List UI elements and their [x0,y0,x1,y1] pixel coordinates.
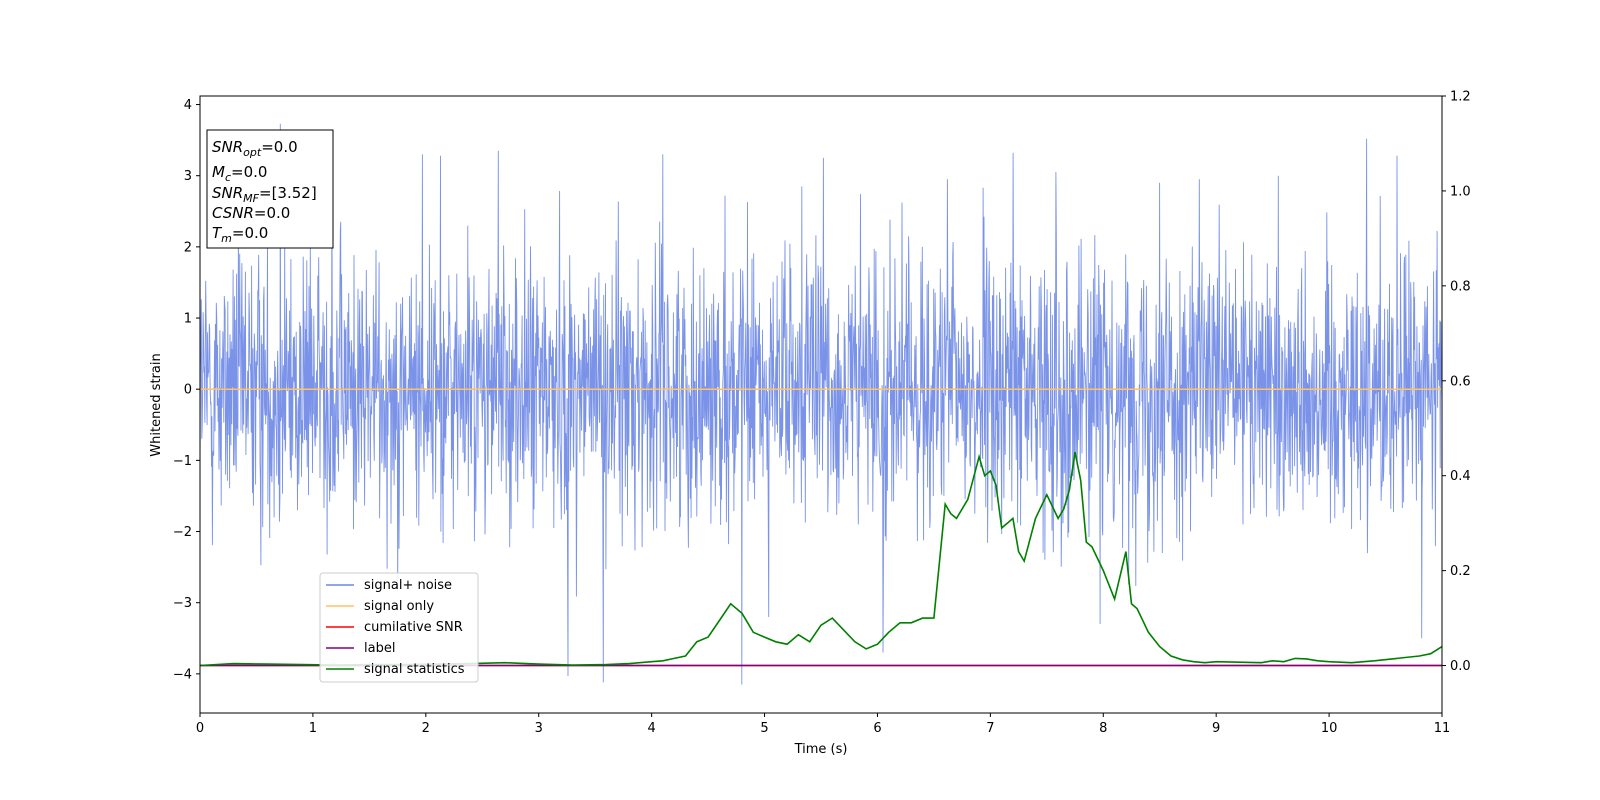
legend-entry-signal-only: signal only [326,599,434,614]
annotation-snr-opt: SNRopt=0.0 [212,138,298,159]
x-tick-label: 5 [760,721,768,736]
y2-tick-label: 0.2 [1450,564,1471,579]
y2-tick-label: 1.0 [1450,184,1471,199]
legend-entry-signal-noise: signal+ noise [326,578,452,593]
y2-tick-label: 0.8 [1450,279,1471,294]
x-tick-label: 7 [986,721,994,736]
axes-frame [199,95,1443,714]
legend-entry-label: label [326,641,395,656]
series-signal-noise [200,123,1442,685]
legend-label: signal only [364,599,434,614]
y-tick-label: −1 [173,454,192,469]
y-tick-label: −4 [173,667,192,682]
y2-tick-label: 0.4 [1450,469,1471,484]
legend-frame [319,572,479,683]
x-tick-label: 10 [1321,721,1338,736]
y-tick-label: −2 [173,525,192,540]
legend-label: cumilative SNR [364,620,463,635]
x-tick-label: 0 [196,721,204,736]
x-tick-label: 1 [309,721,317,736]
x-axis-label: Time (s) [794,742,848,757]
annotation-frame [206,129,334,249]
legend-entry-signal-statistics: signal statistics [326,662,465,677]
x-tick-label: 4 [647,721,655,736]
y-axis-label: Whitened strain [149,353,164,456]
legend-label: label [364,641,395,656]
legend: signal+ noise signal only cumilative SNR… [319,572,479,683]
series-signal-statistics [200,451,1442,667]
x-tick-label: 8 [1099,721,1107,736]
y-tick-label: 2 [184,240,192,255]
y2-tick-label: 0.0 [1450,659,1471,674]
x-tick-label: 3 [535,721,543,736]
legend-entry-cumilative-snr: cumilative SNR [326,620,463,635]
y-tick-label: −3 [173,596,192,611]
annotation-tm: Tm=0.0 [212,224,268,245]
ticks-layer: 0 1 2 3 4 5 6 7 8 9 10 1143210−1−2−3−41.21.00.80.60… [173,90,1471,737]
y-tick-label: 0 [184,383,192,398]
legend-label: signal statistics [364,662,465,677]
y-tick-label: 4 [184,98,192,113]
x-tick-label: 11 [1434,721,1451,736]
y-tick-label: 1 [184,312,192,327]
x-tick-label: 2 [422,721,430,736]
annotation-csnr: CSNR=0.0 [212,204,290,222]
y-tick-label: 3 [184,169,192,184]
y2-tick-label: 0.6 [1450,374,1471,389]
annotation-snr-mf: SNRMF=[3.52] [212,184,317,205]
y2-tick-label: 1.2 [1450,90,1471,105]
x-tick-label: 6 [873,721,881,736]
legend-label: signal+ noise [364,578,452,593]
annotation-box: SNRopt=0.0 Mc=0.0 SNRMF=[3.52] CSNR=0.0 … [206,129,334,249]
annotation-mc: Mc=0.0 [212,163,267,184]
x-tick-label: 9 [1212,721,1220,736]
